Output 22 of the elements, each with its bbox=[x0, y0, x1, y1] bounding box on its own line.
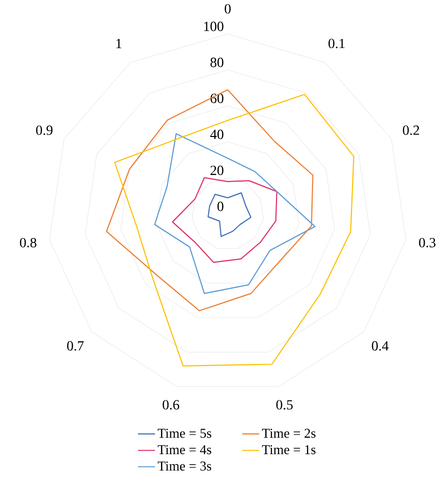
y-tick-label: 100 bbox=[204, 22, 224, 32]
spoke-label: 0.6 bbox=[162, 400, 180, 410]
legend-label: Time = 2s bbox=[262, 428, 316, 438]
y-tick-label: 80 bbox=[210, 58, 224, 68]
legend-label: Time = 3s bbox=[158, 462, 212, 471]
legend-label: Time = 5s bbox=[158, 428, 212, 438]
spoke-label: 0.4 bbox=[372, 341, 389, 351]
y-tick-label: 0 bbox=[217, 202, 224, 212]
spoke-label: 0.7 bbox=[67, 341, 84, 351]
spoke-label: 0 bbox=[224, 4, 231, 14]
legend-label: Time = 1s bbox=[262, 445, 316, 454]
spoke-label: 1 bbox=[116, 38, 122, 48]
spoke-label: 0.3 bbox=[419, 238, 436, 248]
spoke-label: 0.2 bbox=[402, 126, 420, 135]
spoke-label: 0.8 bbox=[20, 238, 36, 248]
spoke-label: 0.9 bbox=[36, 126, 52, 135]
y-tick-label: 60 bbox=[210, 94, 224, 104]
spoke-label: 0.1 bbox=[328, 38, 345, 48]
spoke-label: 0.5 bbox=[276, 400, 293, 410]
y-tick-label: 40 bbox=[210, 130, 224, 140]
y-tick-label: 20 bbox=[210, 166, 224, 176]
legend-label: Time = 4s bbox=[158, 445, 212, 454]
